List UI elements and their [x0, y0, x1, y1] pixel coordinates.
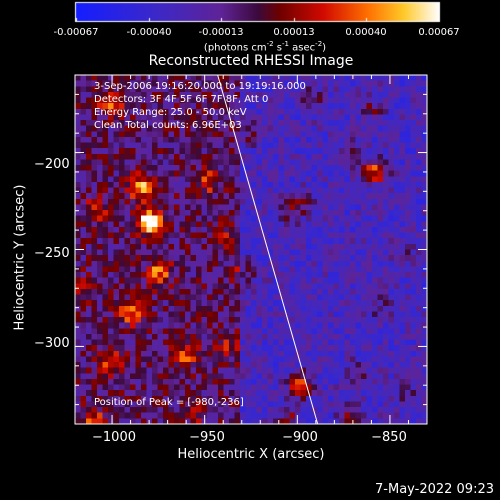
- x-tick-label: −950: [189, 430, 225, 445]
- y-axis-label: Heliocentric Y (arcsec): [12, 184, 28, 331]
- info-time-range: 3-Sep-2006 19:16:20.000 to 19:19:16.000: [94, 81, 306, 92]
- y-tick-label: −250: [34, 246, 70, 261]
- x-tick-label: −900: [282, 430, 318, 445]
- colorbar-tick: -0.00013: [198, 27, 244, 38]
- colorbar-tick: -0.00040: [126, 27, 172, 38]
- info-counts: Clean Total counts: 6.96E+03: [94, 120, 242, 131]
- x-tick-label: −850: [371, 430, 407, 445]
- timestamp: 7-May-2022 09:23: [375, 482, 494, 497]
- axis-ticks: [75, 74, 427, 425]
- y-tick-label: −300: [34, 336, 70, 351]
- colorbar-tick: 0.00067: [418, 27, 460, 38]
- colorbar: [0, 0, 500, 26]
- info-energy-range: Energy Range: 25.0 - 50.0 keV: [94, 107, 247, 118]
- x-tick-label: −1000: [92, 430, 136, 445]
- info-detectors: Detectors: 3F 4F 5F 6F 7F 8F, Att 0: [94, 94, 269, 105]
- colorbar-units: (photons cm-2 s-1 asec-2): [203, 40, 327, 54]
- heatmap-image: [75, 75, 427, 424]
- x-axis-label: Heliocentric X (arcsec): [177, 447, 325, 462]
- colorbar-tick: 0.00013: [273, 27, 315, 38]
- limb-line: [217, 74, 319, 425]
- peak-position-label: Position of Peak = [-980,-236]: [94, 397, 244, 408]
- colorbar-tick: -0.00067: [53, 27, 99, 38]
- y-tick-label: −200: [34, 157, 70, 172]
- chart-title: Reconstructed RHESSI Image: [148, 53, 354, 69]
- colorbar-tick: 0.00040: [345, 27, 387, 38]
